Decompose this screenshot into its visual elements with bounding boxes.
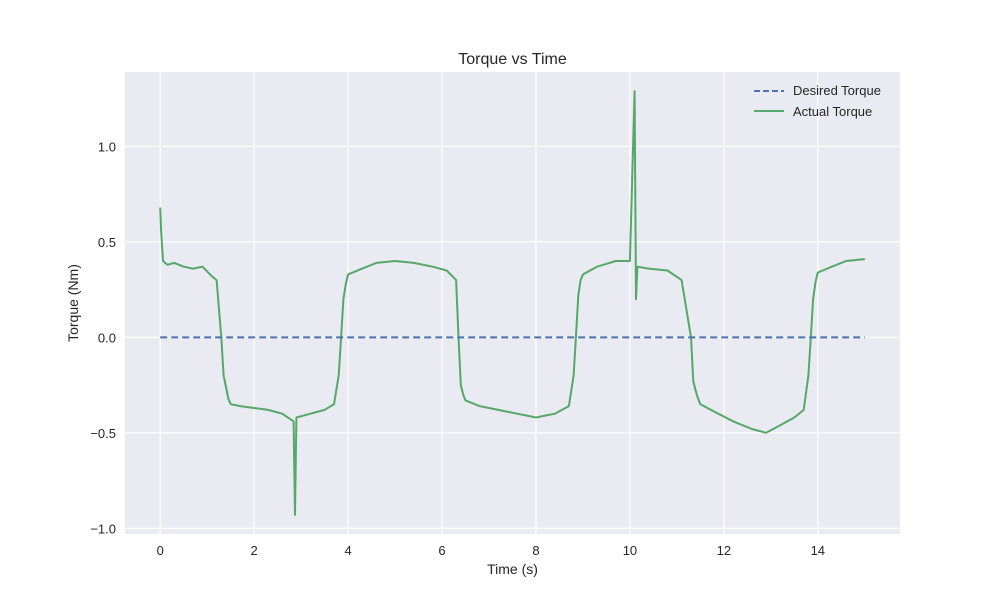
legend-label-actual-torque: Actual Torque <box>793 104 872 119</box>
y-axis-label: Torque (Nm) <box>65 264 81 342</box>
legend: Desired Torque Actual Torque <box>754 83 881 119</box>
y-tick-label: 1.0 <box>98 139 116 154</box>
y-tick-label: 0.5 <box>98 235 116 250</box>
series-actual-torque-line <box>159 90 865 516</box>
x-tick-label: 14 <box>811 543 825 558</box>
legend-label-desired-torque: Desired Torque <box>793 83 881 98</box>
y-tick-label: −0.5 <box>90 426 116 441</box>
series-layer <box>159 90 865 516</box>
x-tick-label: 0 <box>157 543 164 558</box>
x-axis-label: Time (s) <box>487 561 538 577</box>
plot-area <box>125 72 900 534</box>
y-tick-label: −1.0 <box>90 521 116 536</box>
x-tick-label: 12 <box>717 543 731 558</box>
tick-labels: 0 2 4 6 8 10 12 14 −1.0 −0.5 0.0 0.5 1.0 <box>90 139 825 558</box>
x-tick-label: 8 <box>532 543 539 558</box>
y-tick-label: 0.0 <box>98 330 116 345</box>
chart-title: Torque vs Time <box>458 51 567 68</box>
x-tick-label: 2 <box>251 543 258 558</box>
x-tick-label: 6 <box>438 543 445 558</box>
x-tick-label: 4 <box>344 543 351 558</box>
x-tick-label: 10 <box>623 543 637 558</box>
